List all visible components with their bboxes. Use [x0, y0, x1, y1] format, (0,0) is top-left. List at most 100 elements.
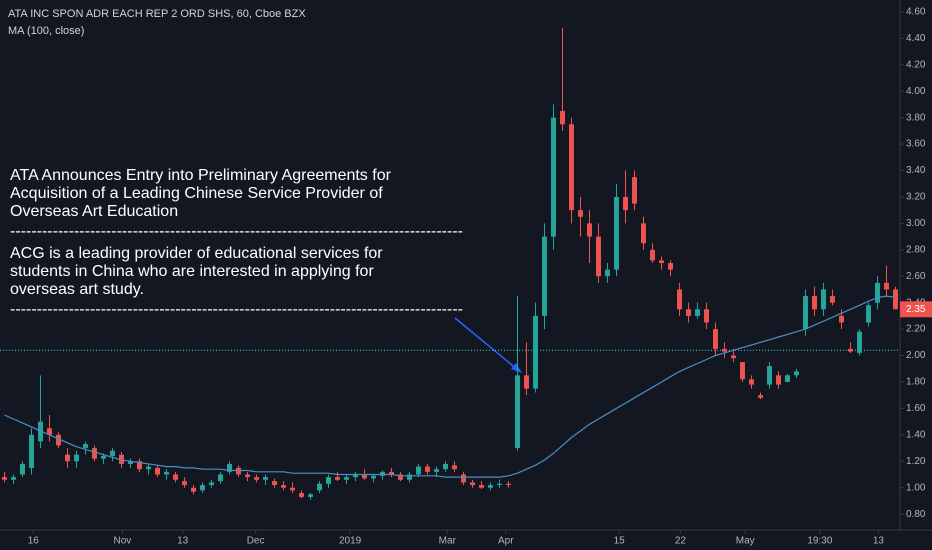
- ma-line: [4, 295, 896, 478]
- candle-body: [173, 474, 178, 480]
- y-tick-label: 3.40: [906, 165, 926, 176]
- candle-body: [245, 474, 250, 478]
- candle-body: [524, 375, 529, 389]
- candle-body: [326, 477, 331, 484]
- candle-body: [551, 117, 556, 237]
- candle-body: [479, 485, 484, 488]
- annotation-line: ACG is a leading provider of educational…: [10, 245, 383, 262]
- candle-body: [353, 474, 358, 478]
- candle-body: [2, 477, 7, 480]
- y-tick-label: 2.20: [906, 324, 926, 335]
- candle-body: [542, 236, 547, 316]
- candle-body: [515, 375, 520, 449]
- candle-body: [785, 375, 790, 382]
- candle-body: [182, 481, 187, 486]
- candle-body: [560, 111, 565, 125]
- x-tick-label: 15: [614, 536, 626, 547]
- annotation-line: ----------------------------------------…: [10, 301, 463, 318]
- x-tick-label: 2019: [339, 536, 362, 547]
- candle-body: [839, 315, 844, 323]
- candle-body: [461, 474, 466, 483]
- candle-body: [371, 475, 376, 479]
- y-tick-label: 3.20: [906, 192, 926, 203]
- candle-body: [155, 467, 160, 475]
- candle-body: [74, 454, 79, 462]
- y-tick-label: 4.20: [906, 59, 926, 70]
- indicator-label: MA (100, close): [8, 25, 84, 37]
- candle-body: [65, 454, 70, 462]
- y-tick-label: 2.60: [906, 271, 926, 282]
- candle-body: [848, 348, 853, 352]
- annotation: ATA Announces Entry into Preliminary Agr…: [10, 167, 463, 318]
- candle-body: [308, 494, 313, 497]
- candle-body: [497, 483, 502, 486]
- candle-body: [830, 296, 835, 303]
- candle-body: [380, 471, 385, 476]
- y-tick-label: 1.80: [906, 377, 926, 388]
- candle-body: [398, 474, 403, 480]
- candle-body: [605, 269, 610, 277]
- candle-body: [614, 196, 619, 270]
- candle-body: [749, 379, 754, 385]
- candle-body: [506, 483, 511, 486]
- candle-body: [335, 477, 340, 480]
- candle-body: [263, 477, 268, 480]
- y-tick-label: 2.80: [906, 244, 926, 255]
- x-tick-label: 22: [675, 536, 687, 547]
- y-tick-label: 2.00: [906, 350, 926, 361]
- y-tick-label: 1.00: [906, 482, 926, 493]
- candle-body: [578, 210, 583, 217]
- candle-body: [425, 466, 430, 472]
- candle-body: [146, 466, 151, 470]
- candle-body: [236, 467, 241, 475]
- x-tick-label: Apr: [498, 536, 514, 547]
- candle-body: [659, 260, 664, 264]
- candle-body: [794, 371, 799, 376]
- candle-body: [866, 305, 871, 323]
- candle-body: [281, 485, 286, 488]
- candle-body: [11, 477, 16, 480]
- candle-body: [731, 355, 736, 359]
- candle-body: [686, 309, 691, 316]
- candle-body: [821, 289, 826, 310]
- y-tick-label: 3.80: [906, 112, 926, 123]
- candle-body: [299, 492, 304, 497]
- y-tick-label: 3.60: [906, 139, 926, 150]
- candle-body: [83, 444, 88, 449]
- candle-body: [452, 465, 457, 470]
- y-tick-label: 1.60: [906, 403, 926, 414]
- candle-body: [623, 196, 628, 211]
- x-tick-label: Mar: [439, 536, 457, 547]
- candle-body: [767, 366, 772, 385]
- y-tick-label: 0.80: [906, 509, 926, 520]
- candle-body: [641, 223, 646, 244]
- y-tick-label: 1.40: [906, 429, 926, 440]
- candle-body: [758, 395, 763, 398]
- last-price-box: [900, 301, 932, 318]
- x-tick-label: 19:30: [807, 536, 832, 547]
- candle-body: [110, 450, 115, 456]
- candle-body: [29, 434, 34, 468]
- annotation-line: overseas art study.: [10, 281, 144, 298]
- candle-body: [200, 485, 205, 491]
- candle-body: [443, 463, 448, 470]
- candle-body: [119, 454, 124, 464]
- candle-body: [317, 483, 322, 491]
- candle-body: [47, 428, 52, 435]
- candle-body: [533, 315, 538, 389]
- x-tick-label: Nov: [114, 536, 132, 547]
- candle-body: [722, 348, 727, 352]
- candle-body: [704, 309, 709, 323]
- candle-body: [344, 477, 349, 480]
- candle-body: [776, 375, 781, 385]
- candle-body: [20, 463, 25, 475]
- candle-body: [362, 474, 367, 479]
- candle-body: [740, 362, 745, 380]
- x-tick-label: 16: [28, 536, 40, 547]
- last-price-label: 2.35: [906, 304, 926, 315]
- candle-body: [191, 487, 196, 492]
- annotation-line: Acquisition of a Leading Chinese Service…: [10, 185, 383, 202]
- annotation-line: ATA Announces Entry into Preliminary Agr…: [10, 167, 392, 184]
- candle-body: [218, 474, 223, 482]
